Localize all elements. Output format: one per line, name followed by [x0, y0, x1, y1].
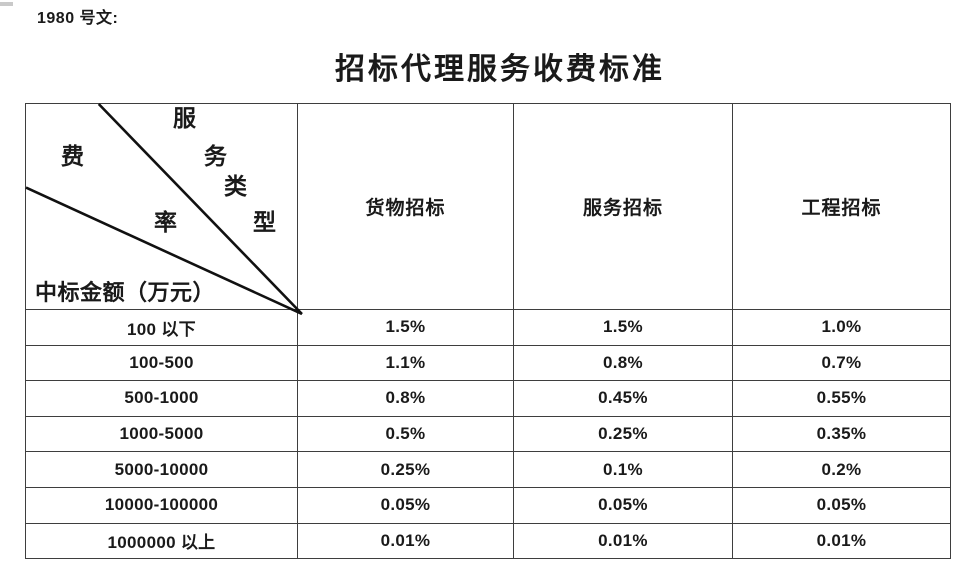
cell-engineering-rate: 0.35% — [732, 415, 951, 453]
table-row: 10000-100000 0.05% 0.05% 0.05% — [25, 486, 951, 524]
page-title: 招标代理服务收费标准 — [335, 52, 665, 87]
table-row: 1000000 以上 0.01% 0.01% 0.01% — [25, 522, 951, 560]
scan-artifact — [0, 2, 13, 6]
table-row: 1000-5000 0.5% 0.25% 0.35% — [25, 415, 951, 453]
cell-service-rate: 0.8% — [513, 344, 733, 382]
cell-service-rate: 0.25% — [513, 415, 733, 453]
cell-amount-range: 1000000 以上 — [25, 522, 298, 560]
cell-engineering-rate: 0.2% — [732, 451, 951, 488]
column-header-goods-bidding: 货物招标 — [297, 103, 514, 310]
corner-label-service-type-char1: 服 — [173, 105, 196, 132]
cell-goods-rate: 1.5% — [297, 309, 514, 346]
table-row: 5000-10000 0.25% 0.1% 0.2% — [25, 451, 951, 488]
corner-label-service-type-char2: 务 — [204, 143, 227, 170]
corner-label-bid-amount: 中标金额（万元） — [35, 280, 216, 306]
cell-goods-rate: 0.8% — [297, 380, 514, 417]
cell-amount-range: 1000-5000 — [25, 415, 298, 453]
corner-label-fee-rate-char1: 费 — [61, 143, 84, 170]
cell-engineering-rate: 0.55% — [732, 380, 951, 417]
document-number-label: 1980 号文: — [37, 10, 119, 27]
table-row: 100 以下 1.5% 1.5% 1.0% — [25, 309, 951, 346]
cell-amount-range: 10000-100000 — [25, 486, 298, 524]
diagonal-corner-cell: 服 务 类 型 费 率 中标金额（万元） — [25, 103, 303, 316]
fee-standard-table: 服 务 类 型 费 率 中标金额（万元） 货物招标 服务招标 工程招标 100 … — [25, 103, 951, 560]
cell-service-rate: 0.05% — [513, 486, 733, 524]
cell-amount-range: 100-500 — [25, 344, 298, 382]
table-row: 100-500 1.1% 0.8% 0.7% — [25, 344, 951, 382]
cell-engineering-rate: 1.0% — [732, 309, 951, 346]
cell-engineering-rate: 0.7% — [732, 344, 951, 382]
corner-label-service-type-char3: 类 — [224, 173, 247, 200]
table-row: 500-1000 0.8% 0.45% 0.55% — [25, 380, 951, 417]
cell-goods-rate: 0.05% — [297, 486, 514, 524]
cell-amount-range: 100 以下 — [25, 309, 298, 346]
corner-label-fee-rate-char2: 率 — [154, 209, 177, 236]
cell-amount-range: 5000-10000 — [25, 451, 298, 488]
cell-amount-range: 500-1000 — [25, 380, 298, 417]
cell-goods-rate: 0.25% — [297, 451, 514, 488]
cell-goods-rate: 1.1% — [297, 344, 514, 382]
corner-label-service-type-char4: 型 — [253, 209, 276, 236]
column-header-service-bidding: 服务招标 — [513, 103, 733, 310]
cell-service-rate: 0.1% — [513, 451, 733, 488]
cell-service-rate: 0.45% — [513, 380, 733, 417]
cell-goods-rate: 0.5% — [297, 415, 514, 453]
column-header-engineering-bidding: 工程招标 — [732, 103, 951, 310]
cell-goods-rate: 0.01% — [297, 522, 514, 560]
table-header-row: 服 务 类 型 费 率 中标金额（万元） 货物招标 服务招标 工程招标 — [25, 103, 951, 316]
cell-service-rate: 0.01% — [513, 522, 733, 560]
cell-engineering-rate: 0.05% — [732, 486, 951, 524]
cell-service-rate: 1.5% — [513, 309, 733, 346]
cell-engineering-rate: 0.01% — [732, 522, 951, 560]
